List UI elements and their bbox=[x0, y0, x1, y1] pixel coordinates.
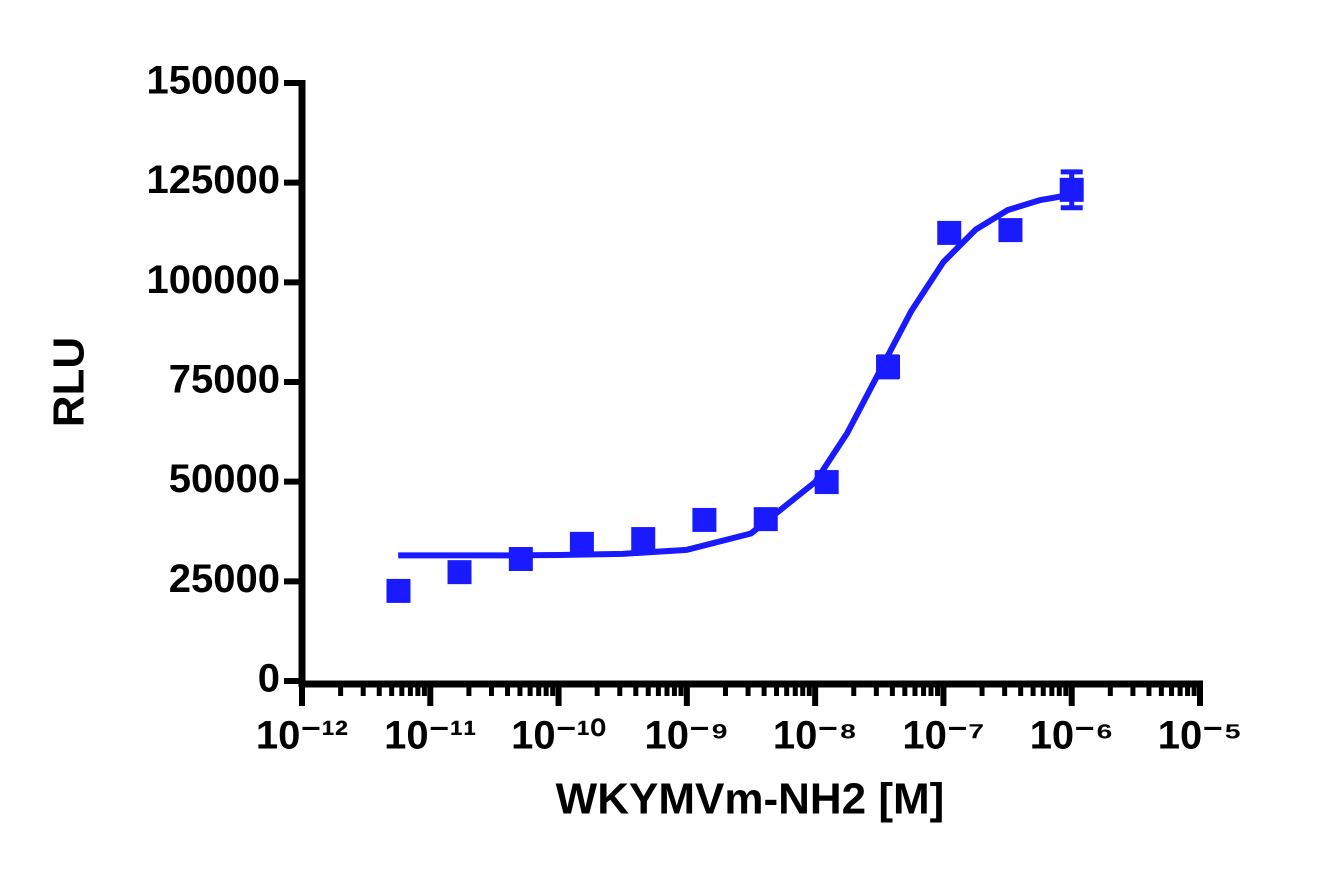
y-tick-label: 0 bbox=[258, 657, 280, 701]
data-point bbox=[447, 560, 472, 585]
x-tick-label: 10⁻¹² bbox=[256, 714, 348, 758]
y-tick-label: 150000 bbox=[147, 59, 280, 103]
data-point bbox=[386, 578, 411, 603]
x-tick-label: 10⁻⁸ bbox=[773, 714, 858, 758]
fit-curve bbox=[398, 191, 1073, 559]
data-point bbox=[508, 547, 533, 572]
data-point bbox=[937, 220, 962, 245]
y-tick-label: 75000 bbox=[169, 358, 280, 402]
x-tick-label: 10⁻¹⁰ bbox=[511, 714, 606, 758]
y-axis-label: RLU bbox=[45, 337, 94, 427]
x-axis-label: WKYMVm-NH2 [M] bbox=[556, 775, 945, 824]
x-tick-label: 10⁻⁹ bbox=[645, 714, 730, 758]
data-point bbox=[692, 507, 717, 532]
y-tick-label: 125000 bbox=[147, 158, 280, 202]
x-tick-label: 10⁻⁷ bbox=[902, 714, 984, 758]
y-tick-label: 25000 bbox=[169, 557, 280, 601]
x-tick-label: 10⁻⁵ bbox=[1158, 714, 1242, 758]
y-tick-label: 50000 bbox=[169, 457, 280, 501]
data-point bbox=[814, 470, 839, 495]
data-point bbox=[569, 531, 594, 556]
data-point bbox=[631, 527, 656, 552]
y-tick-label: 100000 bbox=[147, 258, 280, 302]
data-point bbox=[1059, 177, 1084, 202]
x-tick-label: 10⁻⁶ bbox=[1030, 714, 1114, 758]
data-point bbox=[753, 507, 778, 532]
x-tick-label: 10⁻¹¹ bbox=[384, 714, 476, 758]
data-point bbox=[998, 218, 1023, 243]
data-point bbox=[876, 354, 901, 379]
